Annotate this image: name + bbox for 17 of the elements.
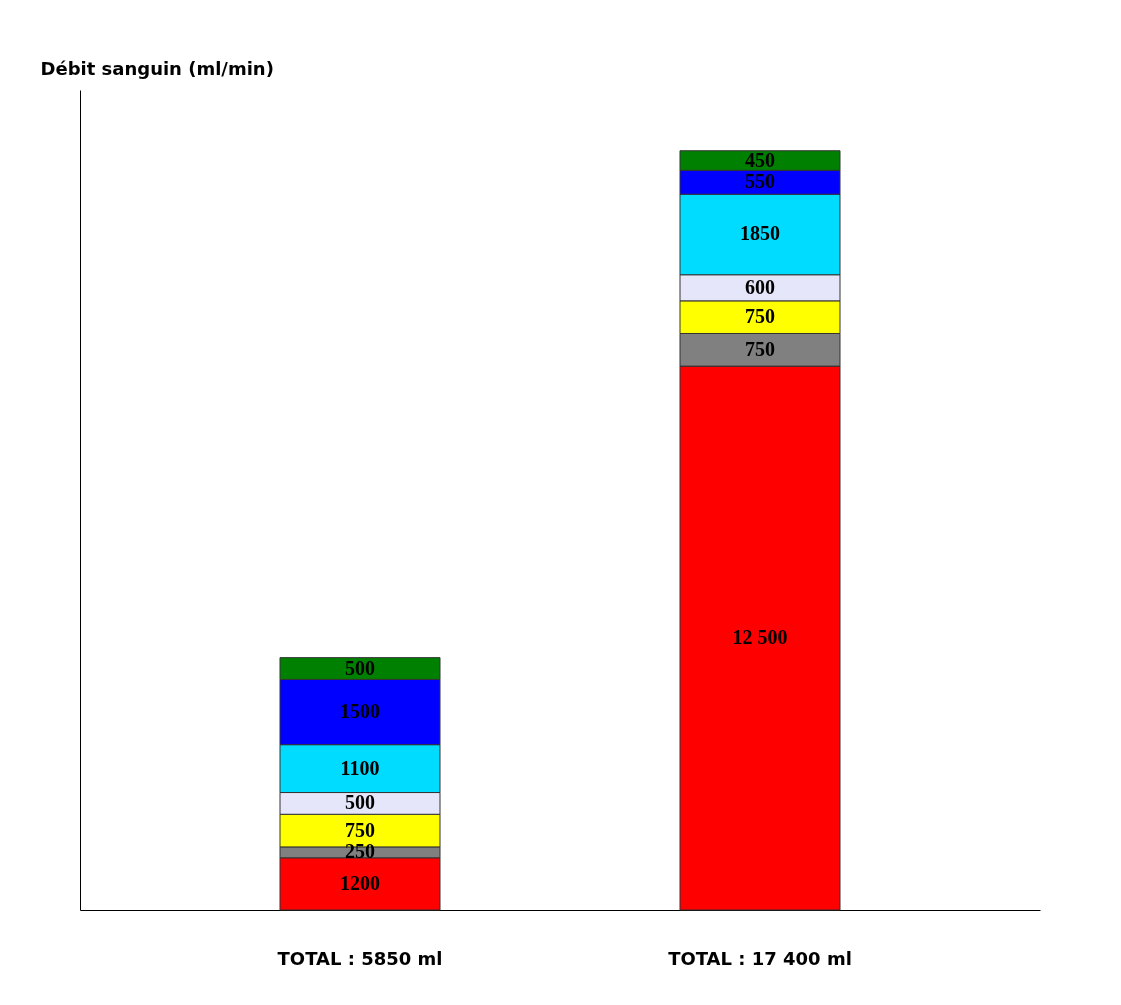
data-label: 600 — [745, 275, 775, 298]
data-label: 550 — [745, 170, 775, 193]
data-label: 1500 — [340, 700, 380, 723]
data-label: 500 — [345, 656, 375, 679]
data-label: 1200 — [340, 871, 380, 894]
data-label: 250 — [345, 840, 375, 863]
text: TOTAL : 5850 ml — [277, 947, 443, 969]
data-label: 1100 — [340, 756, 380, 779]
data-label: 750 — [745, 337, 775, 360]
data-label: 500 — [345, 791, 375, 814]
data-label: 1850 — [740, 222, 780, 245]
y-axis-title: Débit sanguin (ml/min) — [40, 57, 274, 79]
text: TOTAL : 17 400 ml — [668, 947, 852, 969]
data-label: 12 500 — [732, 626, 788, 649]
data-label: 450 — [745, 148, 775, 171]
data-label: 750 — [345, 818, 375, 841]
data-label: 750 — [745, 305, 775, 328]
